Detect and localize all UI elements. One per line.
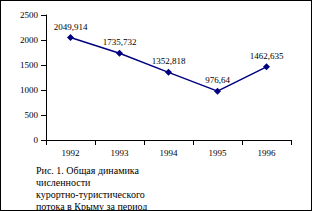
svg-text:1996: 1996 bbox=[258, 148, 277, 158]
svg-text:0: 0 bbox=[34, 135, 39, 145]
svg-text:численности: численности bbox=[36, 177, 93, 188]
svg-text:976,64: 976,64 bbox=[205, 75, 230, 85]
svg-text:1993: 1993 bbox=[111, 148, 130, 158]
svg-text:1994: 1994 bbox=[160, 148, 179, 158]
svg-text:1462,635: 1462,635 bbox=[250, 51, 284, 61]
svg-text:1500: 1500 bbox=[20, 60, 39, 70]
svg-text:курортно-туристического: курортно-туристического bbox=[36, 189, 147, 200]
svg-text:2049,914: 2049,914 bbox=[54, 22, 88, 32]
svg-text:1995: 1995 bbox=[209, 148, 228, 158]
svg-text:500: 500 bbox=[25, 110, 39, 120]
svg-text:1000: 1000 bbox=[20, 85, 39, 95]
svg-text:1992: 1992 bbox=[62, 148, 80, 158]
svg-text:1352,818: 1352,818 bbox=[152, 56, 186, 66]
svg-text:потока в Крыму за период: потока в Крыму за период bbox=[36, 201, 147, 211]
svg-text:2500: 2500 bbox=[20, 10, 39, 20]
svg-text:1735,732: 1735,732 bbox=[103, 37, 137, 47]
svg-text:Рис. 1. Общая динамика: Рис. 1. Общая динамика bbox=[36, 165, 141, 176]
svg-text:2000: 2000 bbox=[20, 35, 39, 45]
